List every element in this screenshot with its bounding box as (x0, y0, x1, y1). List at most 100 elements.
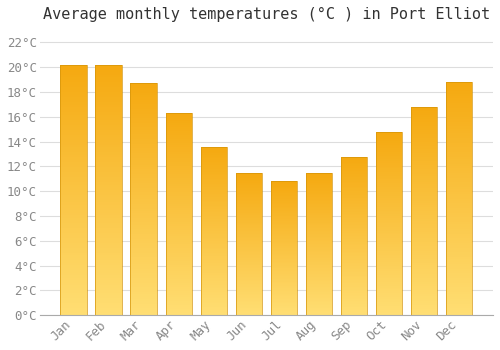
Bar (306, 203, 332, 204)
Bar (96, 270, 122, 273)
Bar (200, 209, 227, 211)
Bar (60, 173, 86, 175)
Bar (411, 113, 438, 115)
Bar (96, 158, 122, 160)
Bar (236, 258, 262, 260)
Bar (130, 155, 157, 158)
Bar (271, 233, 297, 235)
Bar (376, 158, 402, 159)
Bar (341, 214, 367, 215)
Bar (306, 195, 332, 197)
Bar (166, 281, 192, 283)
Bar (166, 287, 192, 289)
Bar (271, 196, 297, 197)
Bar (306, 309, 332, 311)
Bar (446, 201, 472, 203)
Bar (96, 238, 122, 240)
Bar (96, 243, 122, 245)
Bar (341, 252, 367, 253)
Bar (341, 274, 367, 275)
Bar (200, 307, 227, 308)
Bar (200, 217, 227, 219)
Bar (411, 294, 438, 296)
Bar (306, 255, 332, 257)
Bar (236, 262, 262, 264)
Bar (236, 277, 262, 278)
Bar (60, 77, 86, 80)
Bar (60, 170, 86, 173)
Bar (271, 187, 297, 188)
Bar (166, 259, 192, 261)
Bar (271, 306, 297, 307)
Bar (376, 251, 402, 253)
Bar (411, 290, 438, 292)
Bar (130, 139, 157, 141)
Bar (306, 260, 332, 261)
Bar (130, 90, 157, 93)
Bar (236, 178, 262, 180)
Bar (96, 228, 122, 230)
Bar (96, 100, 122, 102)
Bar (130, 125, 157, 127)
Bar (166, 238, 192, 240)
Bar (130, 102, 157, 104)
Bar (376, 236, 402, 238)
Bar (271, 204, 297, 205)
Bar (411, 209, 438, 211)
Bar (96, 253, 122, 255)
Bar (130, 241, 157, 243)
Bar (236, 234, 262, 235)
Bar (271, 207, 297, 208)
Bar (130, 278, 157, 280)
Bar (411, 224, 438, 226)
Bar (306, 211, 332, 212)
Bar (376, 216, 402, 218)
Bar (306, 212, 332, 214)
Bar (271, 212, 297, 214)
Bar (130, 141, 157, 144)
Bar (306, 234, 332, 235)
Bar (130, 216, 157, 218)
Bar (341, 217, 367, 218)
Bar (166, 127, 192, 129)
Bar (236, 183, 262, 184)
Bar (446, 268, 472, 271)
Bar (236, 224, 262, 225)
Bar (166, 226, 192, 228)
Bar (166, 178, 192, 180)
Bar (60, 205, 86, 208)
Bar (446, 192, 472, 194)
Bar (306, 308, 332, 309)
Bar (96, 127, 122, 130)
Bar (166, 158, 192, 160)
Bar (130, 127, 157, 130)
Bar (96, 212, 122, 215)
Bar (376, 168, 402, 170)
Bar (376, 245, 402, 247)
Bar (96, 200, 122, 203)
Bar (341, 173, 367, 174)
Bar (96, 225, 122, 228)
Bar (166, 279, 192, 281)
Bar (341, 225, 367, 226)
Bar (96, 205, 122, 208)
Bar (341, 271, 367, 272)
Bar (200, 270, 227, 271)
Bar (200, 234, 227, 236)
Bar (200, 207, 227, 209)
Bar (271, 216, 297, 217)
Bar (306, 191, 332, 193)
Bar (446, 313, 472, 315)
Bar (341, 257, 367, 258)
Bar (166, 149, 192, 152)
Bar (130, 167, 157, 169)
Bar (96, 150, 122, 152)
Bar (411, 186, 438, 188)
Bar (200, 239, 227, 241)
Bar (96, 190, 122, 192)
Bar (130, 106, 157, 109)
Bar (411, 136, 438, 138)
Bar (200, 246, 227, 248)
Bar (236, 314, 262, 315)
Bar (236, 280, 262, 281)
